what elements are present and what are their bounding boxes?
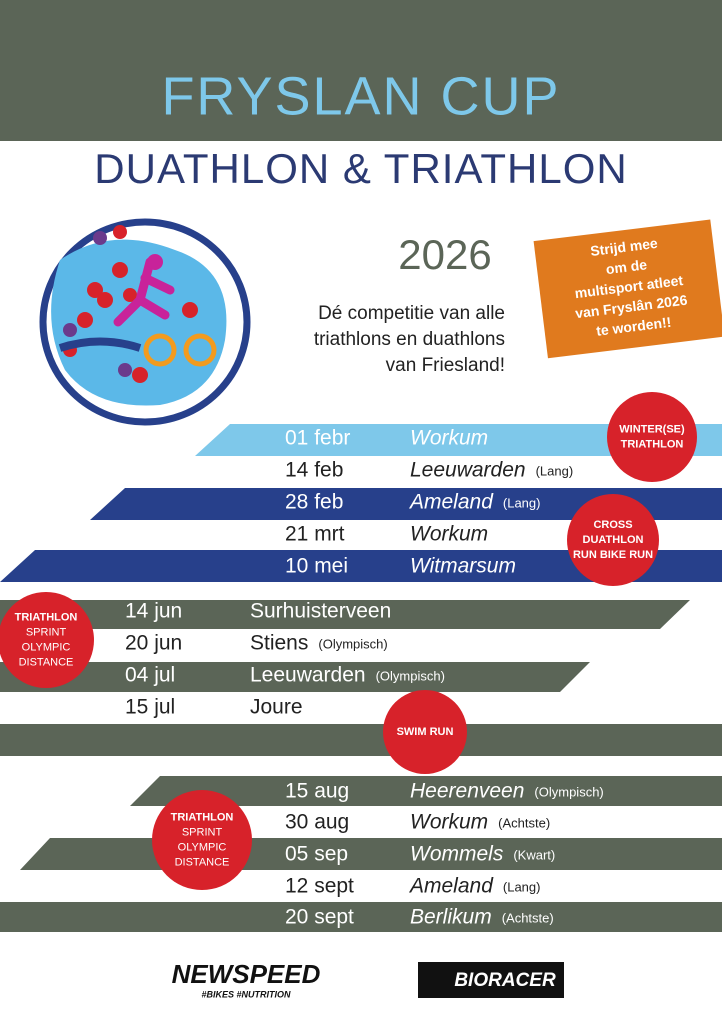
badge-label: TRIATHLON — [171, 811, 234, 823]
event-note: (Lang) — [536, 463, 574, 478]
event-date: 10 mei — [285, 555, 348, 578]
event-date: 28 feb — [285, 491, 343, 514]
sponsor-tag: #BIKES #NUTRITION — [201, 989, 291, 999]
badge-label: SPRINT — [182, 826, 223, 838]
event-date: 14 jun — [125, 600, 182, 623]
intro-line: Dé competitie van alle — [318, 303, 505, 324]
event-note: (Lang) — [503, 879, 541, 894]
event-note: (Olympisch) — [376, 668, 445, 683]
event-place: Witmarsum — [410, 555, 516, 578]
event-date: 21 mrt — [285, 523, 345, 546]
footer: NEWSPEED #BIKES #NUTRITION BIORACER — [172, 959, 564, 999]
event-place: Leeuwarden — [410, 459, 526, 482]
header-band — [0, 0, 722, 141]
event-date: 12 sept — [285, 875, 354, 898]
badge-label: CROSS — [593, 519, 632, 531]
event-date: 15 jul — [125, 696, 175, 719]
event-note: (Achtste) — [502, 910, 554, 925]
event-place: Berlikum — [410, 906, 492, 929]
event-date: 14 feb — [285, 459, 343, 482]
event-note: (Lang) — [503, 495, 541, 510]
event-place: Ameland — [408, 491, 494, 514]
event-place: Stiens — [250, 632, 308, 655]
badge-circle — [383, 690, 467, 774]
badge-label: RUN BIKE RUN — [573, 549, 653, 561]
callout-line: om de — [605, 256, 648, 277]
event-place: Leeuwarden — [250, 664, 366, 687]
badge-circle — [152, 790, 252, 890]
event-list: 01 febr Workum 14 feb Leeuwarden (Lang) 28 fe… — [125, 427, 604, 929]
badge-label: DISTANCE — [19, 656, 74, 668]
badge-label: TRIATHLON — [621, 438, 684, 450]
badge-circle — [0, 592, 94, 688]
intro-line: triathlons en duathlons — [314, 329, 505, 350]
event-place: Wommels — [410, 843, 504, 866]
event-date: 01 febr — [285, 427, 350, 450]
subtitle: DUATHLON & TRIATHLON — [94, 145, 627, 192]
event-place: Workum — [410, 427, 488, 450]
logo — [39, 218, 251, 426]
badge-label: OLYMPIC — [178, 841, 227, 853]
event-note: (Olympisch) — [534, 784, 603, 799]
event-note: (Achtste) — [498, 815, 550, 830]
title: FRYSLAN CUP — [161, 66, 560, 126]
badge-circle — [607, 392, 697, 482]
badges: WINTER(SE) TRIATHLON CROSS DUATHLON RUN BIKE… — [0, 392, 697, 890]
badge-label: TRIATHLON — [15, 611, 78, 623]
callout-box — [533, 219, 722, 359]
event-place: Joure — [250, 696, 303, 719]
event-date: 20 sept — [285, 906, 354, 929]
badge-circle — [567, 494, 659, 586]
event-date: 15 aug — [285, 780, 349, 803]
event-note: (Kwart) — [513, 847, 555, 862]
event-date: 30 aug — [285, 811, 349, 834]
sponsor-logo: NEWSPEED — [172, 959, 321, 989]
intro-line: van Friesland! — [386, 355, 505, 376]
badge-label: OLYMPIC — [22, 641, 71, 653]
intro: Dé competitie van alle triathlons en dua… — [314, 303, 505, 376]
sponsor-box — [418, 962, 564, 998]
event-place: Ameland — [408, 875, 494, 898]
event-date: 05 sep — [285, 843, 348, 866]
event-date: 20 jun — [125, 632, 182, 655]
year: 2026 — [398, 231, 491, 278]
event-place: Workum — [410, 811, 488, 834]
badge-label: SWIM RUN — [397, 726, 454, 738]
badge-label: SPRINT — [26, 626, 67, 638]
badge-label: DISTANCE — [175, 856, 230, 868]
badge-label: WINTER(SE) — [619, 423, 685, 435]
event-place: Workum — [410, 523, 488, 546]
event-place: Heerenveen — [410, 780, 524, 803]
event-date: 04 jul — [125, 664, 175, 687]
sponsor-logo: BIORACER — [454, 970, 556, 991]
callout: Strijd mee om de multisport atleet van F… — [533, 219, 722, 359]
event-place: Surhuisterveen — [250, 600, 391, 623]
event-note: (Olympisch) — [318, 636, 387, 651]
badge-label: DUATHLON — [583, 534, 644, 546]
